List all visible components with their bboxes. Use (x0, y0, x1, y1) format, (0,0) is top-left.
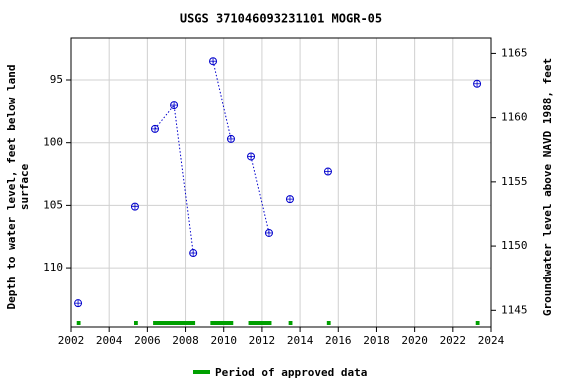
legend-label: Period of approved data (215, 366, 367, 379)
data-point (264, 228, 273, 237)
data-point (209, 57, 218, 66)
data-point (473, 79, 482, 88)
data-point (323, 167, 332, 176)
data-point (130, 202, 139, 211)
data-point (285, 195, 294, 204)
data-point (74, 299, 83, 308)
y2-tick-label: 1150 (501, 239, 528, 252)
y-tick-label: 95 (50, 73, 63, 86)
chart-title: USGS 371046093231101 MOGR-05 (180, 12, 382, 26)
data-point (226, 134, 235, 143)
approved-period (248, 321, 272, 325)
data-point (170, 101, 179, 110)
y-tick-label: 110 (43, 261, 63, 274)
approved-period (134, 321, 138, 325)
x-tick-label: 2024 (478, 334, 505, 347)
x-tick-label: 2006 (134, 334, 161, 347)
x-tick-label: 2018 (363, 334, 390, 347)
x-tick-label: 2020 (401, 334, 428, 347)
data-line (154, 103, 194, 254)
x-tick-label: 2008 (172, 334, 199, 347)
x-tick-label: 2004 (96, 334, 123, 347)
x-tick-label: 2022 (440, 334, 467, 347)
y2-tick-label: 1160 (501, 111, 528, 124)
approved-period (288, 321, 293, 325)
data-point (189, 249, 198, 258)
approved-period (153, 321, 196, 325)
data-line (212, 61, 232, 140)
y-axis-label: surface (18, 163, 31, 210)
approved-period (76, 321, 81, 325)
y2-tick-label: 1155 (501, 175, 528, 188)
data-point (151, 124, 159, 133)
y-axis-label: Depth to water level, feet below land (5, 64, 18, 309)
approved-period (210, 321, 234, 325)
y-tick-label: 105 (43, 198, 63, 211)
data-line (250, 156, 270, 234)
x-tick-label: 2016 (325, 334, 352, 347)
approved-period (475, 321, 480, 325)
x-tick-label: 2012 (249, 334, 276, 347)
x-tick-label: 2014 (287, 334, 314, 347)
y2-axis-label: Groundwater level above NAVD 1988, feet (541, 58, 554, 316)
x-tick-label: 2002 (58, 334, 85, 347)
y2-tick-label: 1145 (501, 303, 528, 316)
x-tick-label: 2010 (210, 334, 237, 347)
y-tick-label: 100 (43, 136, 63, 149)
approved-period (326, 321, 331, 325)
data-point (247, 152, 256, 161)
plot-frame (70, 37, 492, 328)
y2-tick-label: 1165 (501, 46, 528, 59)
